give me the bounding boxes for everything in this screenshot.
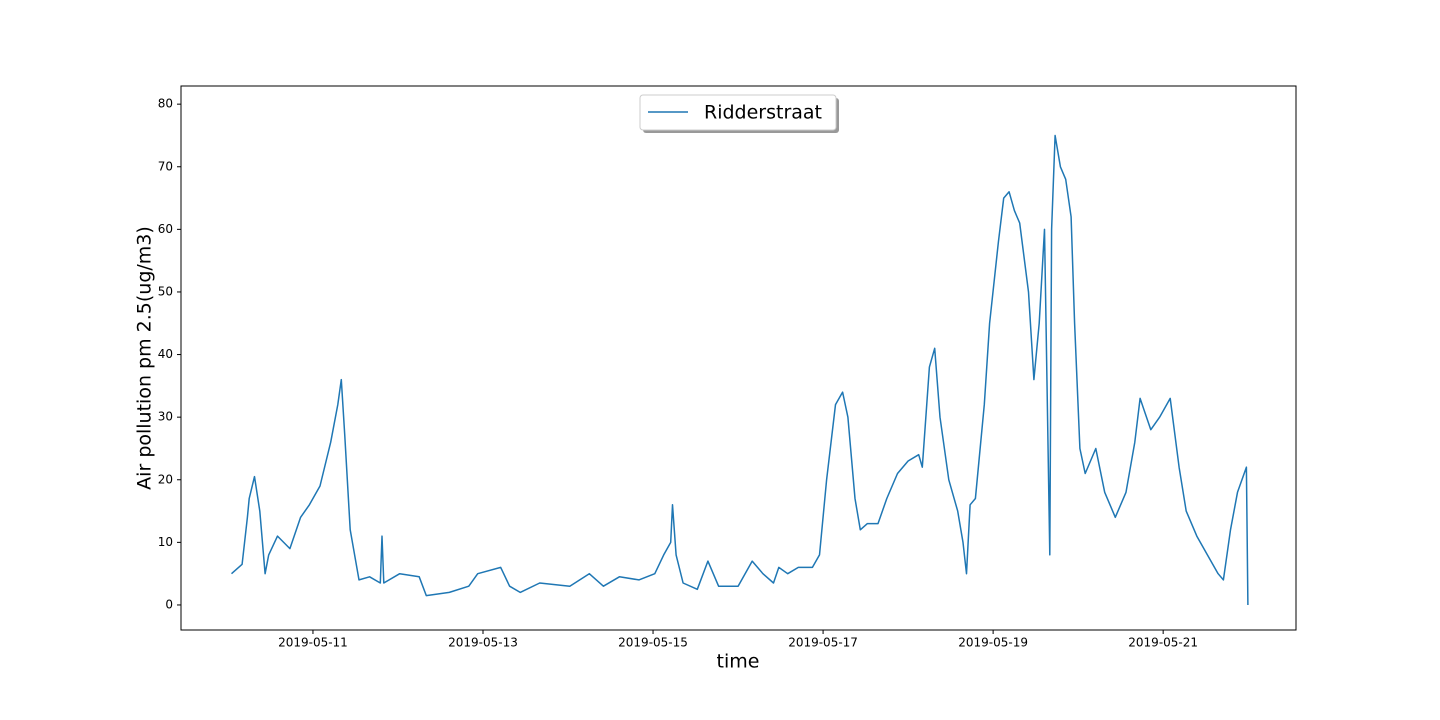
- y-tick-label: 50: [158, 284, 173, 298]
- plot-area: [231, 134, 1249, 606]
- x-axis-label: time: [717, 651, 760, 673]
- y-tick-label: 0: [165, 597, 173, 611]
- y-tick-label: 30: [158, 410, 173, 424]
- legend-box: [639, 94, 837, 131]
- y-tick-label: 60: [158, 222, 173, 236]
- axes-frame: [180, 85, 1297, 631]
- y-tick-label: 70: [158, 159, 173, 173]
- x-tick-label: 2019-05-15: [618, 636, 688, 650]
- data-line: [231, 134, 1249, 606]
- x-tick-label: 2019-05-11: [278, 636, 348, 650]
- x-tick-label: 2019-05-13: [448, 636, 518, 650]
- y-axis-label: Air pollution pm 2.5(ug/m3): [134, 226, 156, 490]
- x-tick-label: 2019-05-21: [1128, 636, 1198, 650]
- y-tick-label: 10: [158, 535, 173, 549]
- x-tick-label: 2019-05-17: [788, 636, 858, 650]
- legend: Ridderstraat: [639, 94, 839, 133]
- y-tick-label: 80: [158, 97, 173, 111]
- y-tick-label: 40: [158, 347, 173, 361]
- y-tick-label: 20: [158, 472, 173, 486]
- legend-label: Ridderstraat: [704, 102, 822, 124]
- x-tick-label: 2019-05-19: [958, 636, 1028, 650]
